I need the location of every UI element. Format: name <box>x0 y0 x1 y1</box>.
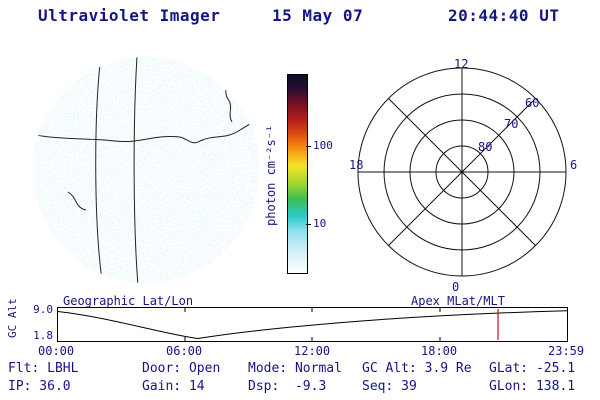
strip-xtick-1800: 18:00 <box>421 344 458 358</box>
strip-xtick-0000: 00:00 <box>38 344 75 358</box>
mlt-label-6: 6 <box>570 158 578 172</box>
app-title: Ultraviolet Imager <box>38 6 221 25</box>
strip-chart <box>57 307 568 342</box>
status-gain: Gain: 14 <box>142 379 205 394</box>
mlat-label-60: 60 <box>525 96 540 110</box>
meridian-line <box>95 63 103 281</box>
mlt-label-0: 0 <box>452 280 460 294</box>
strip-ytick-max: 9.0 <box>33 303 53 316</box>
status-door: Door: Open <box>142 361 221 376</box>
colorbar-tick-10: 10 <box>313 217 327 230</box>
coastline <box>33 111 259 144</box>
polar-caption: Apex MLat/MLT <box>411 294 505 308</box>
uv-earth-image <box>33 57 259 283</box>
status-glat: GLat: -25.1 <box>489 361 576 376</box>
date-label: 15 May 07 <box>272 6 364 25</box>
strip-ylabel: GC Alt <box>6 298 19 338</box>
mlt-label-18: 18 <box>349 158 364 172</box>
colorbar-tickmark <box>306 224 311 225</box>
status-flt: Flt: LBHL <box>8 361 79 376</box>
meridian-line <box>133 57 139 283</box>
colorbar-tickmark <box>306 146 311 147</box>
coastline <box>67 191 87 211</box>
gc-alt-plot <box>57 308 568 341</box>
colorbar-unit-label: photon cm⁻²s⁻¹ <box>264 124 278 226</box>
colorbar-tick-100: 100 <box>313 139 333 152</box>
uv-caption: Geographic Lat/Lon <box>63 294 194 308</box>
status-mode: Mode: Normal <box>248 361 342 376</box>
time-label: 20:44:40 UT <box>448 6 560 25</box>
polar-grid <box>357 67 567 277</box>
strip-xtick-0600: 06:00 <box>166 344 203 358</box>
gc-alt-curve <box>57 310 568 340</box>
strip-xtick-2359: 23:59 <box>548 344 585 358</box>
colorbar-gradient <box>287 74 308 274</box>
strip-ytick-min: 1.8 <box>33 329 53 342</box>
status-glon: GLon: 138.1 <box>489 379 576 394</box>
mlat-label-70: 70 <box>504 117 519 131</box>
status-seq: Seq: 39 <box>362 379 417 394</box>
status-dsp: Dsp: -9.3 <box>248 379 327 394</box>
mlat-label-80: 80 <box>478 140 493 154</box>
uv-image-panel <box>30 42 262 298</box>
strip-xtick-1200: 12:00 <box>294 344 331 358</box>
status-ip: IP: 36.0 <box>8 379 71 394</box>
mlt-label-12: 12 <box>454 57 469 71</box>
status-gcalt: GC Alt: 3.9 Re <box>362 361 472 376</box>
